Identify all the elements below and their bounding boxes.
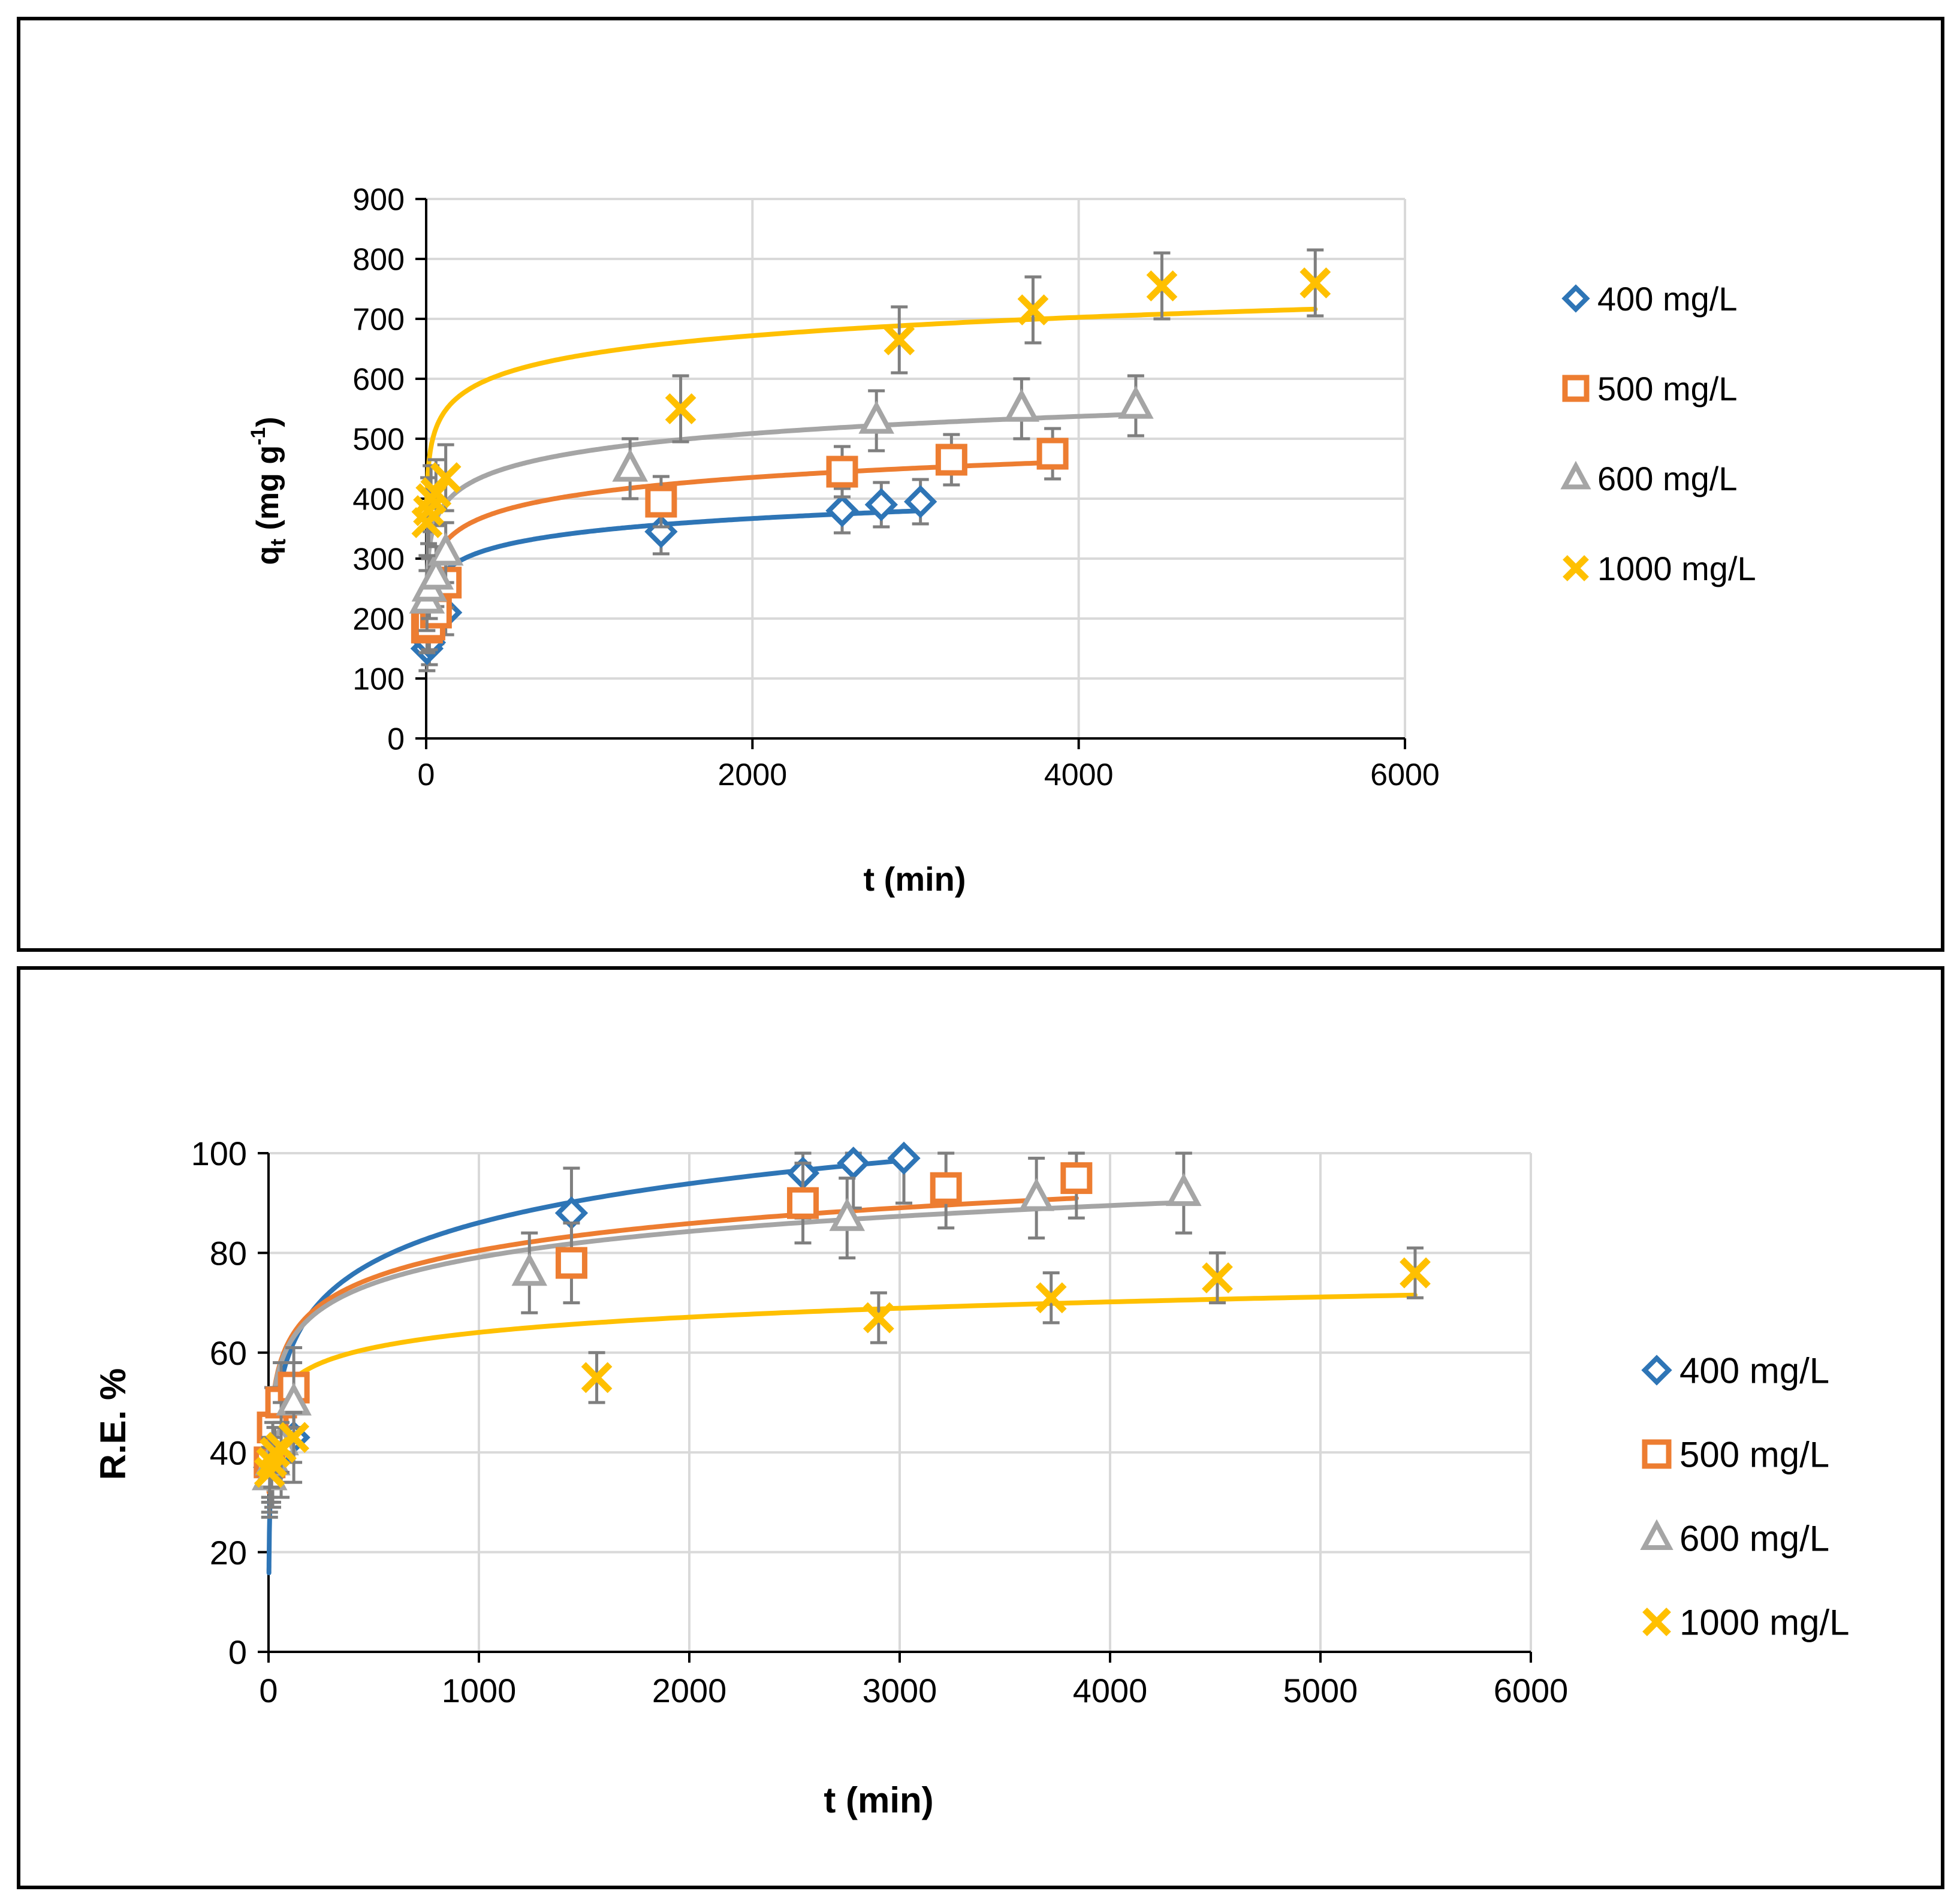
legend-item: 500 mg/L	[1565, 370, 1738, 408]
plot-layer: 0 100 200 300 400 500 600 700 800 900 0 2000 4000 600…	[352, 183, 1756, 792]
y-tick-label: 800	[352, 243, 405, 278]
data-point	[1008, 394, 1035, 420]
data-point	[515, 1257, 543, 1283]
fit-curve	[269, 1295, 1415, 1469]
data-point	[891, 1145, 917, 1171]
data-point	[1063, 1165, 1090, 1192]
legend-marker	[1564, 466, 1587, 487]
x-tick-label: 6000	[1370, 758, 1440, 792]
legend-label: 1000 mg/L	[1597, 550, 1756, 587]
data-point	[790, 1190, 816, 1216]
y-axis-label: qt (mg g-1)	[247, 417, 290, 565]
legend-item: 600 mg/L	[1564, 460, 1737, 497]
legend-item: 500 mg/L	[1645, 1435, 1829, 1475]
legend-label: 400 mg/L	[1597, 280, 1738, 318]
legend-label: 500 mg/L	[1679, 1435, 1829, 1475]
x-tick-label: 2000	[717, 758, 787, 792]
data-point	[863, 406, 890, 432]
x-tick-label: 1000	[442, 1672, 517, 1709]
legend-item: 400 mg/L	[1565, 280, 1738, 318]
y-tick-label: 900	[352, 183, 405, 218]
legend-label: 600 mg/L	[1597, 460, 1738, 497]
legend-item: 1000 mg/L	[1565, 550, 1756, 587]
y-tick-label: 300	[352, 542, 405, 577]
x-tick-label: 2000	[652, 1672, 727, 1709]
data-point	[933, 1175, 959, 1201]
legend: 400 mg/L 500 mg/L 600 mg/L 1000 mg/L	[1564, 280, 1756, 587]
y-tick-label: 700	[352, 303, 405, 337]
y-axis-label: R.E. %	[93, 1368, 133, 1480]
data-point	[558, 1250, 584, 1276]
legend-label: 500 mg/L	[1597, 370, 1738, 408]
legend-label: 1000 mg/L	[1679, 1603, 1850, 1643]
y-axis-label-subscript: t	[266, 539, 290, 546]
legend-marker	[1645, 1610, 1669, 1634]
y-axis-label-superscript: -1	[247, 427, 270, 445]
data-point	[1122, 391, 1150, 417]
legend-label: 600 mg/L	[1679, 1519, 1829, 1559]
legend-marker	[1645, 1442, 1669, 1466]
data-point	[938, 447, 964, 473]
y-tick-label: 500	[352, 423, 405, 457]
data-point	[829, 497, 855, 524]
y-tick-label: 100	[191, 1135, 247, 1172]
chart-re-vs-time: 0204060801000 1000 2000 3000 4000 5000 6000400…	[20, 970, 1941, 1886]
x-axis-label: t (min)	[824, 1780, 933, 1820]
data-point	[1039, 441, 1066, 467]
y-tick-label: 100	[352, 662, 405, 697]
y-tick-label: 80	[210, 1235, 247, 1272]
y-tick-label: 200	[352, 602, 405, 637]
y-tick-label: 40	[210, 1434, 247, 1471]
y-tick-label: 0	[228, 1633, 247, 1671]
legend-item: 1000 mg/L	[1645, 1603, 1850, 1643]
legend-marker	[1644, 1524, 1669, 1548]
y-tick-label: 400	[352, 482, 405, 517]
legend-marker	[1565, 557, 1587, 579]
y-tick-label: 600	[352, 363, 405, 397]
axes: 0 100 200 300 400 500 600 700 800 900 0 2000 4000 600…	[352, 183, 1440, 792]
data-series	[257, 1248, 1428, 1497]
x-tick-label: 3000	[863, 1672, 937, 1709]
data-point	[648, 488, 674, 515]
chart-qt-vs-time: 0 100 200 300 400 500 600 700 800 900 0 2000 4000 600…	[20, 20, 1941, 948]
y-tick-label: 60	[210, 1334, 247, 1372]
x-tick-label: 4000	[1044, 758, 1114, 792]
legend-item: 600 mg/L	[1644, 1519, 1829, 1559]
legend-marker	[1565, 378, 1587, 399]
fit-curve	[427, 463, 1053, 635]
chart-panel-removal-efficiency: 0 20 40 60 80 100 0 1000 2000 3000 4000 5000 6000 400…	[17, 966, 1944, 1889]
legend: 400 mg/L 500 mg/L 600 mg/L 1000 mg/L	[1644, 1351, 1850, 1643]
data-point	[829, 459, 855, 485]
legend-marker	[1565, 288, 1587, 309]
y-tick-label: 20	[210, 1534, 247, 1572]
x-tick-label: 5000	[1283, 1672, 1358, 1709]
legend-item: 400 mg/L	[1645, 1351, 1829, 1391]
data-point	[1023, 1183, 1050, 1209]
x-tick-label: 4000	[1073, 1672, 1148, 1709]
x-tick-label: 0	[259, 1672, 278, 1709]
data-point	[1170, 1178, 1198, 1204]
y-tick-label: 0	[387, 722, 405, 757]
x-tick-label: 0	[418, 758, 435, 792]
x-axis-label: t (min)	[863, 860, 966, 898]
data-point	[616, 454, 644, 479]
fit-curves	[427, 309, 1316, 647]
legend-marker	[1645, 1358, 1669, 1382]
legend-label: 400 mg/L	[1679, 1351, 1829, 1391]
chart-panel-qt: 0 100 200 300 400 500 600 700 800 900 0 2000 4000 600…	[17, 17, 1944, 952]
x-tick-label: 6000	[1494, 1672, 1569, 1709]
fit-curve	[427, 414, 1136, 604]
